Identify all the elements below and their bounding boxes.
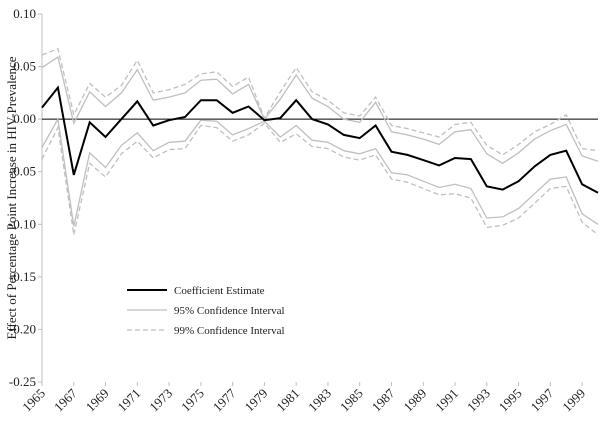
- x-tick-label: 1985: [337, 386, 366, 415]
- x-tick-label: 1999: [559, 386, 588, 415]
- x-tick-label: 1971: [114, 386, 143, 415]
- x-tick-label: 1977: [210, 385, 239, 414]
- series-line: [41, 56, 599, 165]
- y-tick-label: -0.10: [9, 216, 36, 231]
- x-tick-label: 1981: [273, 386, 302, 415]
- y-tick-label: -0.05: [9, 164, 36, 179]
- legend-label: 95% Confidence Interval: [174, 305, 285, 317]
- series-line: [41, 117, 599, 227]
- y-tick-label: -0.15: [9, 269, 36, 284]
- legend-label: 99% Confidence Interval: [174, 325, 285, 337]
- y-axis-label: Effect of Percentage Point Increase in H…: [4, 56, 19, 339]
- series-line: [41, 47, 599, 156]
- x-tick-label: 1983: [305, 386, 334, 415]
- x-tick-label: 1993: [464, 386, 493, 415]
- y-tick-label: 0.10: [13, 6, 36, 21]
- x-tick-label: 1995: [496, 386, 525, 415]
- x-tick-label: 1979: [242, 386, 271, 415]
- x-tick-label: 1997: [527, 385, 556, 414]
- y-tick-label: 0.00: [13, 111, 36, 126]
- x-tick-label: 1975: [178, 386, 207, 415]
- y-tick-label: -0.25: [9, 374, 36, 389]
- x-tick-label: 1991: [432, 386, 461, 415]
- series-line: [41, 85, 599, 194]
- legend-label: Coefficient Estimate: [174, 285, 265, 297]
- x-tick-label: 1967: [51, 385, 80, 414]
- x-tick-label: 1965: [19, 386, 48, 415]
- x-tick-label: 1973: [146, 386, 175, 415]
- x-tick-label: 1989: [400, 386, 429, 415]
- y-tick-label: 0.05: [13, 59, 36, 74]
- y-tick-label: -0.20: [9, 321, 36, 336]
- x-tick-label: 1969: [83, 386, 112, 415]
- x-tick-label: 1987: [369, 385, 398, 414]
- series-line: [41, 122, 599, 236]
